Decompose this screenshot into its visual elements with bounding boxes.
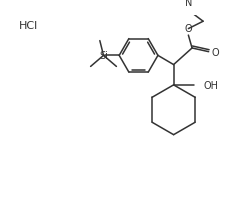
- Text: HCl: HCl: [19, 21, 38, 31]
- Text: N: N: [185, 0, 192, 8]
- Text: O: O: [184, 24, 192, 34]
- Text: Si: Si: [99, 51, 108, 61]
- Text: O: O: [211, 47, 219, 57]
- Text: OH: OH: [203, 80, 218, 90]
